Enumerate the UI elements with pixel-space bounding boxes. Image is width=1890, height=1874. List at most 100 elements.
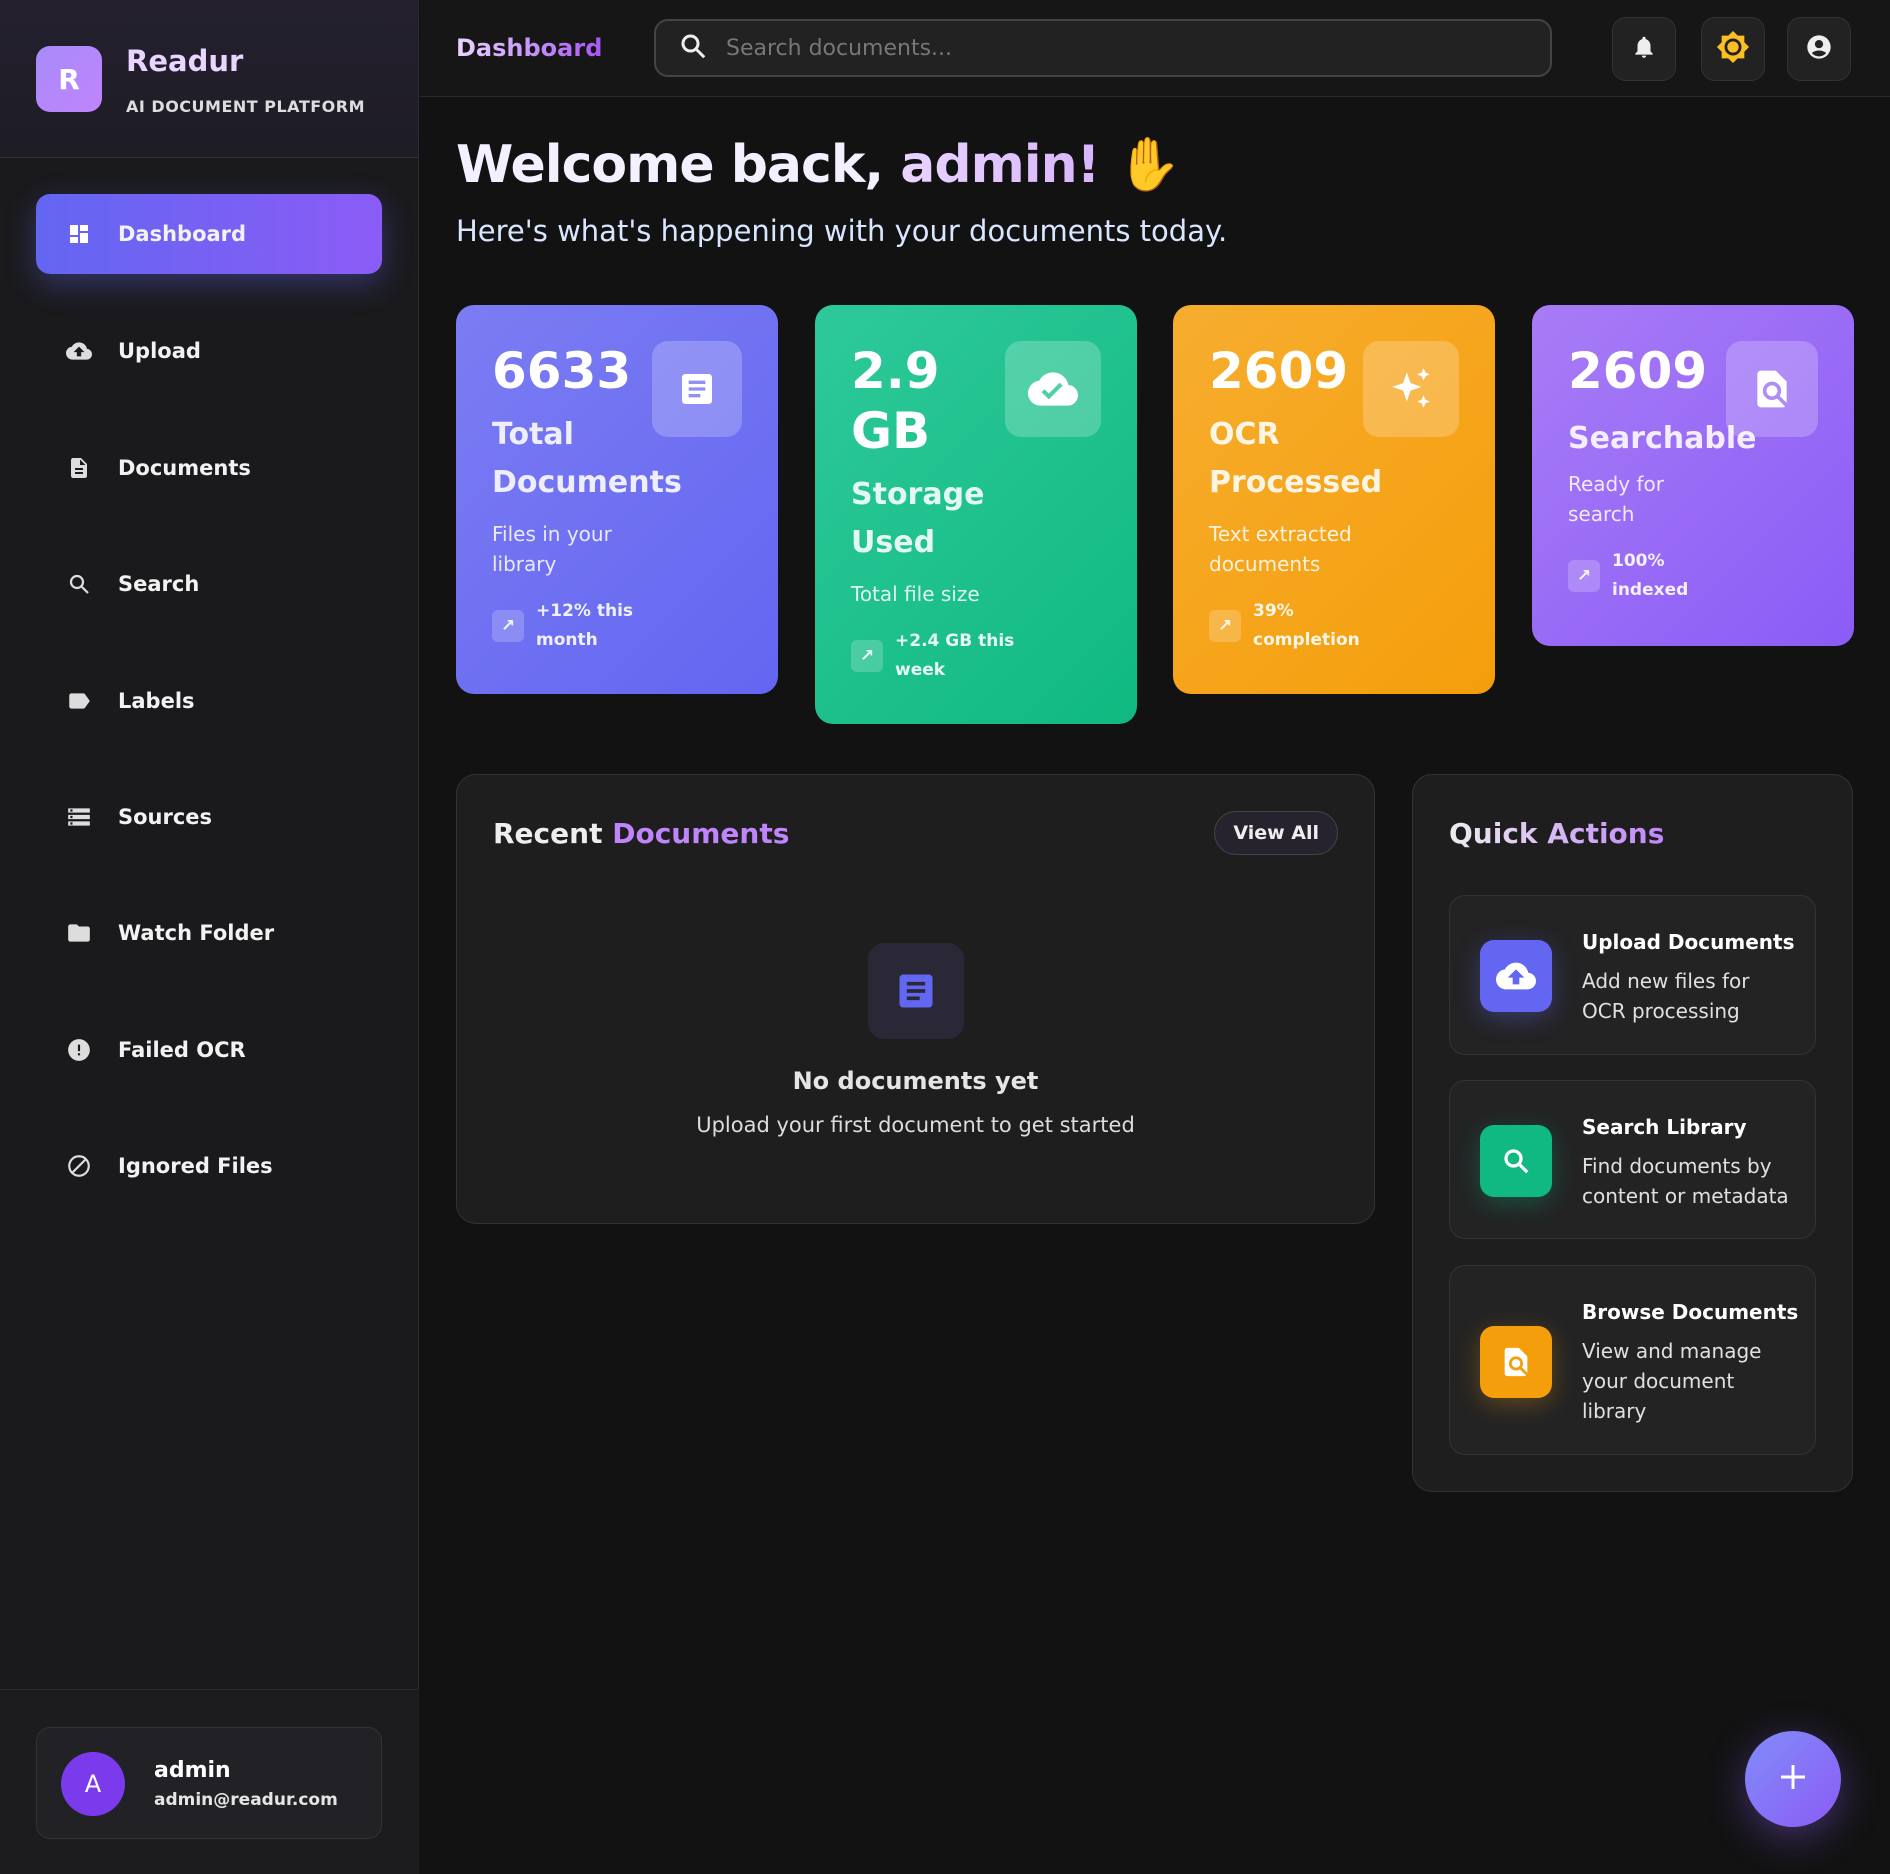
title-part: Recent [493,817,613,850]
quick-action-search[interactable]: Search Library Find documents by content… [1449,1080,1816,1239]
sidebar-item-watch-folder[interactable]: Watch Folder [36,893,382,973]
sidebar-item-label: Ignored Files [118,1154,273,1178]
sun-icon [1716,30,1750,68]
account-button[interactable] [1787,17,1851,81]
document-icon [652,341,742,437]
quick-action-title: Upload Documents [1582,930,1795,954]
find-in-page-icon [1480,1326,1552,1398]
quick-actions-title: Quick Actions [1449,817,1665,850]
stat-title: OCR Processed [1209,417,1383,500]
trending-up-icon: ↗ [851,640,883,672]
stat-value: 2.9 GB [851,342,940,460]
top-header: Dashboard [420,0,1890,97]
page-title: Dashboard [456,34,603,62]
stat-desc: Ready for search [1568,472,1664,526]
logo: R [36,46,102,112]
sidebar-item-upload[interactable]: Upload [36,311,382,391]
sidebar-item-label: Dashboard [118,222,247,246]
sidebar-item-dashboard[interactable]: Dashboard [36,194,382,274]
stat-value: 6633 [492,342,632,400]
empty-state-title: No documents yet [792,1067,1039,1095]
stat-card-total-documents[interactable]: 6633 Total Documents Files in your libra… [456,305,778,694]
avatar: A [61,1752,125,1816]
brand-header: R Readur AI DOCUMENT PLATFORM [0,0,418,158]
stat-trend: 39% completion [1253,601,1360,650]
user-name: admin [154,1758,231,1783]
sidebar-item-search[interactable]: Search [36,544,382,624]
stat-value: 2609 [1209,342,1349,400]
sidebar-item-ignored-files[interactable]: Ignored Files [36,1126,382,1206]
cloud-upload-icon [66,338,92,364]
view-all-button[interactable]: View All [1214,811,1338,855]
welcome-subtitle: Here's what's happening with your docume… [456,214,1228,248]
sidebar-item-label: Search [118,572,200,596]
welcome-title: Welcome back, admin! ✋ [456,134,1181,195]
sidebar-item-label: Sources [118,805,213,829]
title-accent: Documents [612,817,790,850]
dashboard-icon [66,221,92,247]
stat-trend: 100% indexed [1612,551,1689,600]
stat-title: Searchable [1568,421,1757,456]
empty-state-subtitle: Upload your first document to get starte… [696,1113,1135,1137]
brand-tagline: AI DOCUMENT PLATFORM [126,97,365,116]
stat-value: 2609 [1568,342,1708,400]
trending-up-icon: ↗ [1209,610,1241,642]
search-icon [66,571,92,597]
quick-action-title: Search Library [1582,1115,1747,1139]
welcome-prefix: Welcome back, [456,135,901,195]
search-icon [678,31,708,65]
trending-up-icon: ↗ [1568,560,1600,592]
quick-actions-panel: Quick Actions Upload Documents Add new f… [1412,774,1853,1492]
quick-action-desc: Find documents by content or metadata [1582,1154,1789,1208]
waving-hand-icon: ✋ [1116,135,1181,195]
sidebar-item-documents[interactable]: Documents [36,428,382,508]
cloud-upload-icon [1480,940,1552,1012]
stat-card-storage-used[interactable]: 2.9 GB Storage Used Total file size ↗ +2.… [815,305,1137,724]
welcome-name: admin! [900,135,1100,195]
sidebar-item-labels[interactable]: Labels [36,661,382,741]
recent-documents-panel: Recent Documents View All No documents y… [456,774,1375,1224]
sidebar-item-label: Failed OCR [118,1038,246,1062]
cloud-done-icon [1005,341,1101,437]
add-fab-button[interactable] [1745,1731,1841,1827]
sidebar-item-label: Watch Folder [118,921,275,945]
stat-desc: Files in your library [492,522,612,576]
search-input[interactable] [726,35,1506,61]
stat-desc: Text extracted documents [1209,522,1352,576]
search-bar[interactable] [654,19,1552,77]
quick-action-browse[interactable]: Browse Documents View and manage your do… [1449,1265,1816,1455]
sidebar-item-failed-ocr[interactable]: Failed OCR [36,1010,382,1090]
theme-toggle-button[interactable] [1701,17,1765,81]
find-in-page-icon [1726,341,1818,437]
quick-action-upload[interactable]: Upload Documents Add new files for OCR p… [1449,895,1816,1055]
storage-icon [66,804,92,830]
brand-name: Readur [126,44,244,78]
bell-icon [1631,34,1657,64]
sidebar: R Readur AI DOCUMENT PLATFORM Dashboard … [0,0,419,1874]
block-icon [66,1153,92,1179]
recent-documents-title: Recent Documents [493,817,789,850]
stat-desc: Total file size [851,582,980,606]
stat-title: Storage Used [851,477,985,560]
search-icon [1480,1125,1552,1197]
user-email: admin@readur.com [154,1790,338,1810]
sidebar-item-label: Documents [118,456,251,480]
folder-icon [66,920,92,946]
quick-action-desc: View and manage your document library [1582,1339,1762,1423]
sidebar-item-sources[interactable]: Sources [36,777,382,857]
document-icon [66,455,92,481]
account-circle-icon [1805,33,1833,65]
quick-action-desc: Add new files for OCR processing [1582,969,1750,1023]
stat-title: Total Documents [492,417,682,500]
error-icon [66,1037,92,1063]
sparkles-icon [1363,341,1459,437]
notifications-button[interactable] [1612,17,1676,81]
stat-card-ocr-processed[interactable]: 2609 OCR Processed Text extracted docume… [1173,305,1495,694]
stat-card-searchable[interactable]: 2609 Searchable Ready for search ↗ 100% i… [1532,305,1854,646]
user-section: A admin admin@readur.com [0,1689,419,1874]
label-icon [66,688,92,714]
user-card[interactable]: A admin admin@readur.com [36,1727,382,1839]
stat-trend: +2.4 GB this week [895,631,1015,680]
sidebar-item-label: Labels [118,689,195,713]
stat-trend: +12% this month [536,601,634,650]
